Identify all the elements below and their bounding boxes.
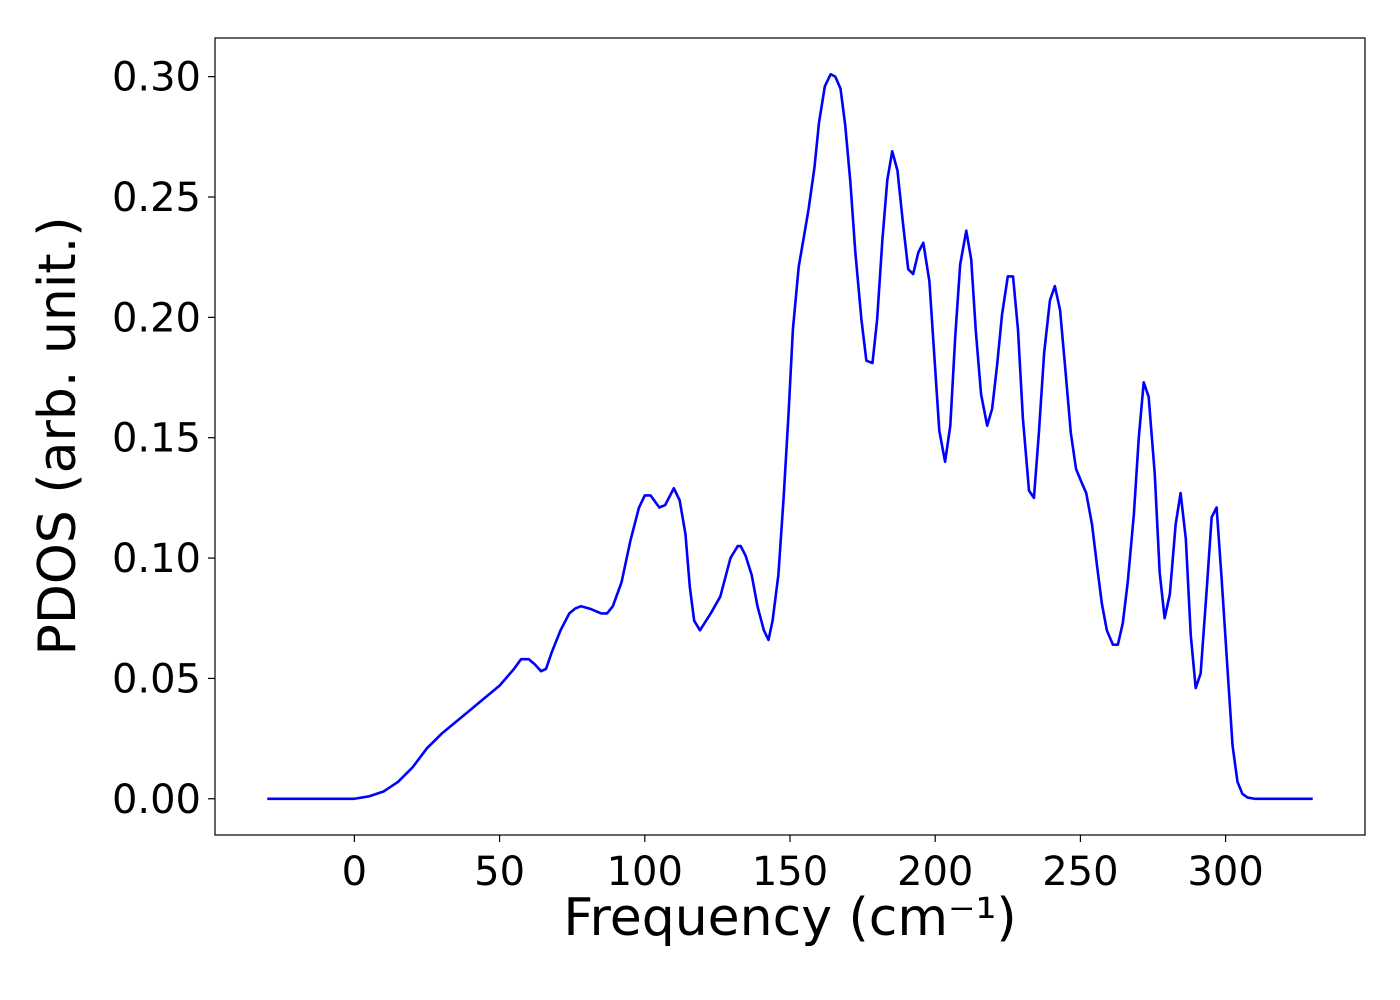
x-tick-label: 150 xyxy=(752,849,828,895)
y-tick-label: 0.25 xyxy=(112,175,201,221)
y-tick-label: 0.00 xyxy=(112,777,201,823)
x-axis-label: Frequency (cm⁻¹) xyxy=(563,888,1016,948)
x-tick-label: 250 xyxy=(1042,849,1118,895)
data-line xyxy=(267,72,1313,801)
y-tick-label: 0.20 xyxy=(112,295,201,341)
y-tick-label: 0.10 xyxy=(112,536,201,582)
plot-frame xyxy=(214,37,1366,836)
y-tick-label: 0.05 xyxy=(112,656,201,702)
y-axis-label: PDOS (arb. unit.) xyxy=(28,216,88,655)
y-tick-label: 0.30 xyxy=(112,55,201,101)
y-tick-label: 0.15 xyxy=(112,416,201,462)
x-tick-label: 100 xyxy=(607,849,683,895)
x-tick-label: 50 xyxy=(474,849,525,895)
x-tick-label: 300 xyxy=(1187,849,1263,895)
x-tick-label: 200 xyxy=(897,849,973,895)
x-tick-label: 0 xyxy=(342,849,367,895)
